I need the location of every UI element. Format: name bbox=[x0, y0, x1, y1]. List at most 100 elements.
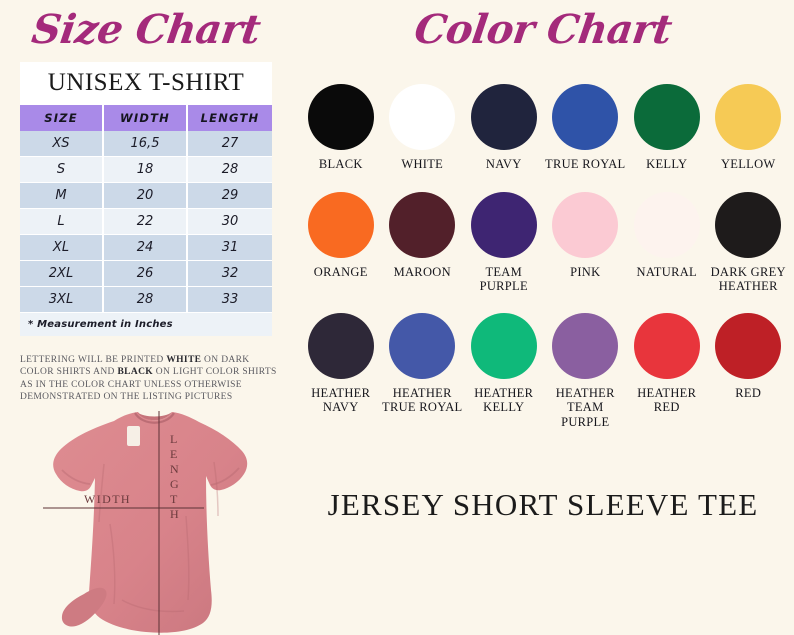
measurement-note: * Measurement in Inches bbox=[20, 313, 272, 336]
color-swatch-icon bbox=[715, 84, 782, 150]
unisex-subtitle: UNISEX T-SHIRT bbox=[47, 69, 245, 96]
swatch-label: DARK GREY HEATHER bbox=[710, 264, 786, 294]
tshirt-fold-lines bbox=[98, 461, 219, 613]
swatch-item-maroon[interactable]: MAROON bbox=[382, 191, 464, 280]
color-chart-panel: Color Chart BLACK WHITE NAVY TRUE ROYAL bbox=[292, 0, 794, 635]
tshirt-care-tag bbox=[127, 426, 140, 446]
length-label: L bbox=[170, 432, 179, 446]
table-row: XS 16,5 27 bbox=[20, 131, 272, 157]
table-row: S 18 28 bbox=[20, 157, 272, 183]
swatch-item-heather-team-purple[interactable]: HEATHER TEAM PURPLE bbox=[545, 312, 627, 430]
tshirt-sleeve-cuffs bbox=[61, 467, 240, 486]
cell-length: 30 bbox=[188, 209, 272, 235]
length-label: E bbox=[170, 447, 179, 461]
swatch-item-pink[interactable]: PINK bbox=[545, 191, 627, 280]
swatch-item-white[interactable]: WHITE bbox=[382, 84, 464, 172]
swatch-item-heather-red[interactable]: HEATHER RED bbox=[626, 312, 708, 415]
disclaimer-black-word: BLACK bbox=[117, 367, 154, 378]
swatch-label: HEATHER NAVY bbox=[311, 385, 371, 415]
swatch-label: NATURAL bbox=[636, 264, 697, 279]
column-header-width: WIDTH bbox=[104, 105, 188, 131]
table-row: 2XL 26 32 bbox=[20, 261, 272, 287]
color-swatch-icon bbox=[470, 312, 537, 379]
swatch-item-kelly[interactable]: KELLY bbox=[626, 84, 708, 172]
color-swatch-icon bbox=[552, 84, 619, 150]
product-tagline: JERSEY SHORT SLEEVE TEE bbox=[327, 487, 759, 522]
color-swatch-icon bbox=[715, 191, 782, 258]
swatch-label: HEATHER TRUE ROYAL bbox=[382, 385, 463, 415]
length-label: T bbox=[170, 492, 179, 506]
swatch-label: PINK bbox=[570, 264, 601, 279]
swatch-label: KELLY bbox=[646, 157, 688, 171]
color-swatch-icon bbox=[470, 84, 537, 150]
swatch-label: TEAM PURPLE bbox=[479, 264, 528, 294]
swatch-row: ORANGE MAROON TEAM PURPLE PINK NATURAL bbox=[300, 191, 790, 294]
table-row: L 22 30 bbox=[20, 209, 272, 235]
color-swatch-icon bbox=[389, 84, 456, 150]
color-swatch-icon bbox=[552, 312, 619, 379]
cell-width: 22 bbox=[104, 209, 188, 235]
swatch-item-orange[interactable]: ORANGE bbox=[300, 191, 382, 280]
color-swatch-icon bbox=[715, 312, 782, 379]
color-swatch-icon bbox=[470, 191, 537, 258]
cell-width: 18 bbox=[104, 157, 188, 183]
tshirt-collar bbox=[137, 412, 172, 421]
swatch-item-team-purple[interactable]: TEAM PURPLE bbox=[463, 191, 545, 294]
color-swatch-icon bbox=[307, 191, 374, 258]
color-swatch-icon bbox=[307, 84, 374, 150]
disclaimer-text-2: on dark color shirts and bbox=[20, 355, 250, 378]
swatch-item-dark-grey-heather[interactable]: DARK GREY HEATHER bbox=[708, 191, 790, 294]
disclaimer-white-word: WHITE bbox=[166, 355, 202, 365]
swatch-item-natural[interactable]: NATURAL bbox=[626, 191, 708, 280]
size-chart-title: Size Chart bbox=[28, 6, 264, 53]
printing-disclaimer: Lettering will be printed WHITE on dark … bbox=[20, 354, 282, 404]
length-label: G bbox=[170, 477, 180, 491]
table-header-row: SIZE WIDTH LENGTH bbox=[20, 105, 272, 131]
cell-length: 32 bbox=[188, 261, 272, 287]
swatch-label: WHITE bbox=[401, 157, 444, 171]
size-table-wrapper: UNISEX T-SHIRT SIZE WIDTH LENGTH XS 16,5… bbox=[20, 62, 272, 336]
swatch-label: MAROON bbox=[393, 264, 451, 279]
cell-width: 24 bbox=[104, 235, 188, 261]
table-row: XL 24 31 bbox=[20, 235, 272, 261]
swatch-item-yellow[interactable]: YELLOW bbox=[708, 84, 790, 172]
cell-size: 2XL bbox=[20, 261, 104, 287]
cell-width: 28 bbox=[104, 287, 188, 313]
cell-size: 3XL bbox=[20, 287, 104, 313]
cell-size: M bbox=[20, 183, 104, 209]
swatch-row: HEATHER NAVY HEATHER TRUE ROYAL HEATHER … bbox=[300, 312, 790, 430]
column-header-length: LENGTH bbox=[188, 105, 272, 131]
swatch-label: HEATHER RED bbox=[637, 385, 697, 415]
length-label: N bbox=[170, 462, 180, 476]
swatch-label: HEATHER TEAM PURPLE bbox=[555, 385, 615, 429]
unisex-subtitle-band: UNISEX T-SHIRT bbox=[20, 62, 272, 105]
cell-size: S bbox=[20, 157, 104, 183]
tshirt-graphic: WIDTH L E N G T H bbox=[43, 411, 248, 635]
width-label: WIDTH bbox=[84, 492, 131, 506]
swatch-item-heather-kelly[interactable]: HEATHER KELLY bbox=[463, 312, 545, 415]
swatch-item-true-royal[interactable]: TRUE ROYAL bbox=[545, 84, 627, 172]
swatch-item-heather-true-royal[interactable]: HEATHER TRUE ROYAL bbox=[382, 312, 464, 415]
cell-length: 29 bbox=[188, 183, 272, 209]
color-swatch-icon bbox=[633, 84, 700, 150]
tshirt-knot bbox=[61, 587, 107, 627]
color-swatch-icon bbox=[633, 191, 700, 258]
swatch-item-black[interactable]: BLACK bbox=[300, 84, 382, 172]
cell-length: 33 bbox=[188, 287, 272, 313]
swatch-item-red[interactable]: RED bbox=[708, 312, 790, 401]
cell-width: 16,5 bbox=[104, 131, 188, 157]
swatch-item-heather-navy[interactable]: HEATHER NAVY bbox=[300, 312, 382, 415]
cell-size: L bbox=[20, 209, 104, 235]
size-chart-panel: Size Chart UNISEX T-SHIRT SIZE WIDTH LEN… bbox=[0, 0, 292, 635]
column-header-size: SIZE bbox=[20, 105, 104, 131]
swatch-label: BLACK bbox=[318, 157, 363, 171]
disclaimer-text-1: Lettering will be printed bbox=[20, 355, 167, 365]
length-label: H bbox=[170, 507, 180, 521]
swatch-item-navy[interactable]: NAVY bbox=[463, 84, 545, 172]
swatch-label: TRUE ROYAL bbox=[545, 157, 626, 171]
swatch-label: HEATHER KELLY bbox=[474, 385, 534, 415]
tshirt-illustration: WIDTH L E N G T H bbox=[18, 404, 284, 635]
color-chart-title: Color Chart bbox=[411, 6, 675, 53]
size-table: SIZE WIDTH LENGTH XS 16,5 27 S 18 28 bbox=[20, 105, 272, 313]
